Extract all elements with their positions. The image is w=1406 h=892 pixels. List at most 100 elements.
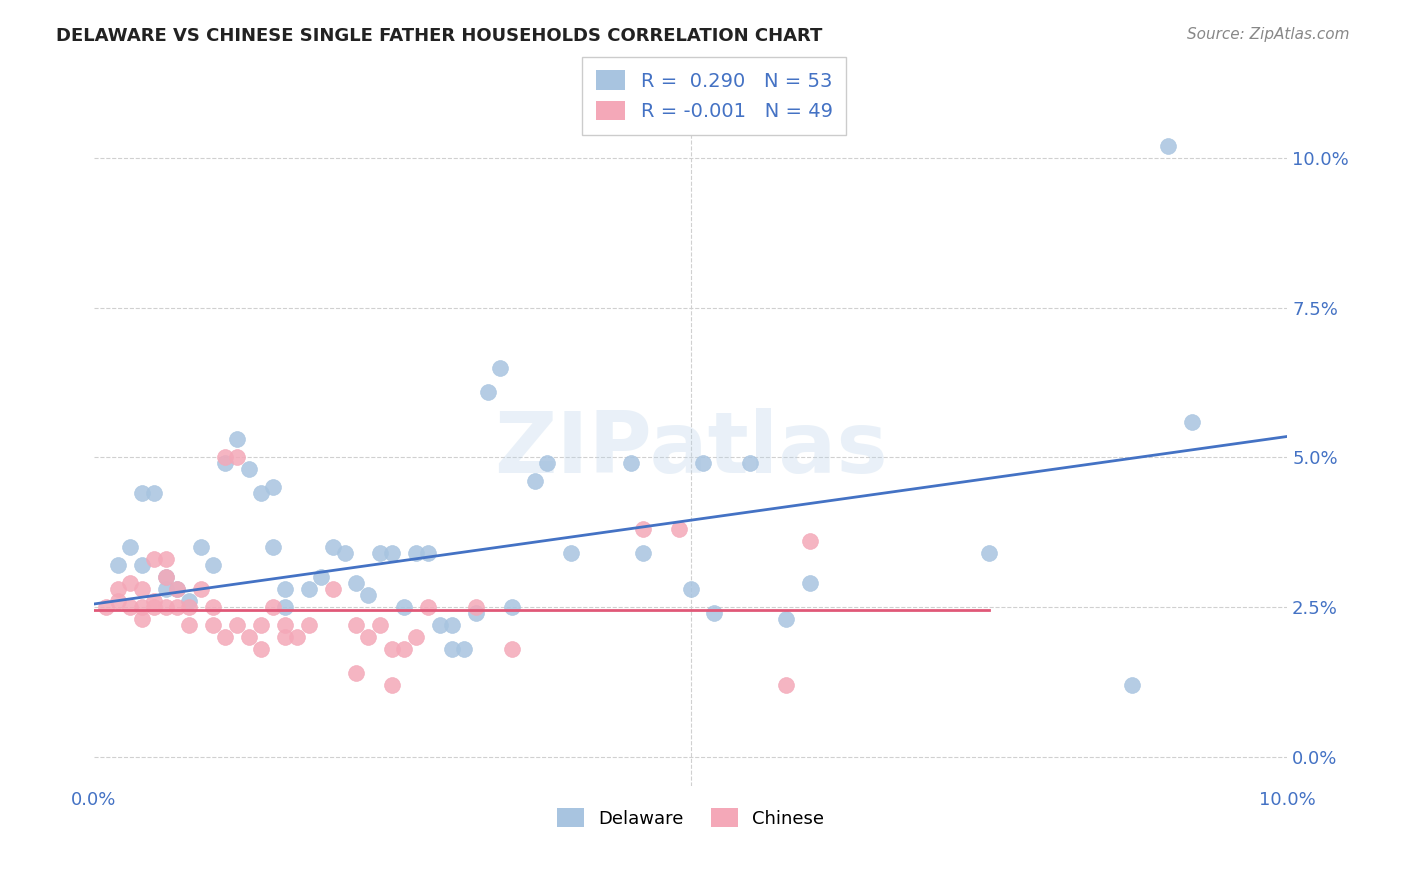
Point xyxy=(250,486,273,500)
Point xyxy=(740,457,762,471)
Point xyxy=(131,599,153,614)
Point xyxy=(799,534,821,549)
Point xyxy=(166,582,188,596)
Point xyxy=(429,618,451,632)
Point xyxy=(501,641,523,656)
Point xyxy=(368,618,391,632)
Point xyxy=(142,552,165,566)
Point xyxy=(262,540,284,554)
Point xyxy=(131,612,153,626)
Point xyxy=(250,618,273,632)
Point xyxy=(131,582,153,596)
Point xyxy=(799,576,821,591)
Point xyxy=(620,457,643,471)
Point xyxy=(775,678,797,692)
Point xyxy=(131,486,153,500)
Text: DELAWARE VS CHINESE SINGLE FATHER HOUSEHOLDS CORRELATION CHART: DELAWARE VS CHINESE SINGLE FATHER HOUSEH… xyxy=(56,27,823,45)
Point xyxy=(333,546,356,560)
Point xyxy=(346,665,368,680)
Point xyxy=(202,618,225,632)
Point xyxy=(1121,678,1143,692)
Point xyxy=(179,599,201,614)
Point xyxy=(392,599,415,614)
Point xyxy=(285,630,308,644)
Point xyxy=(142,486,165,500)
Point xyxy=(381,546,404,560)
Point xyxy=(440,618,463,632)
Point xyxy=(274,582,297,596)
Point xyxy=(118,599,141,614)
Point xyxy=(238,462,260,476)
Point xyxy=(274,599,297,614)
Point xyxy=(405,630,427,644)
Point xyxy=(357,588,380,602)
Point xyxy=(346,576,368,591)
Point xyxy=(668,522,690,536)
Point xyxy=(118,576,141,591)
Point xyxy=(440,641,463,656)
Point xyxy=(155,599,177,614)
Point xyxy=(118,540,141,554)
Point xyxy=(262,599,284,614)
Point xyxy=(703,606,725,620)
Point xyxy=(155,570,177,584)
Point xyxy=(107,558,129,573)
Point xyxy=(560,546,582,560)
Point xyxy=(94,599,117,614)
Text: ZIPatlas: ZIPatlas xyxy=(494,408,887,491)
Point xyxy=(464,606,486,620)
Point xyxy=(238,630,260,644)
Point xyxy=(155,570,177,584)
Point xyxy=(190,540,212,554)
Point xyxy=(692,457,714,471)
Point xyxy=(190,582,212,596)
Text: Source: ZipAtlas.com: Source: ZipAtlas.com xyxy=(1187,27,1350,42)
Point xyxy=(179,594,201,608)
Point xyxy=(166,599,188,614)
Point xyxy=(977,546,1000,560)
Point xyxy=(416,546,439,560)
Point xyxy=(214,450,236,465)
Point xyxy=(226,433,249,447)
Point xyxy=(501,599,523,614)
Point xyxy=(416,599,439,614)
Point xyxy=(775,612,797,626)
Point xyxy=(464,599,486,614)
Point xyxy=(166,582,188,596)
Point xyxy=(631,522,654,536)
Point xyxy=(322,582,344,596)
Point xyxy=(477,384,499,399)
Point xyxy=(274,630,297,644)
Point xyxy=(274,618,297,632)
Point xyxy=(631,546,654,560)
Point xyxy=(368,546,391,560)
Point xyxy=(214,457,236,471)
Point xyxy=(179,618,201,632)
Point xyxy=(392,641,415,656)
Point xyxy=(488,360,510,375)
Point xyxy=(322,540,344,554)
Point xyxy=(142,594,165,608)
Point xyxy=(107,582,129,596)
Point xyxy=(309,570,332,584)
Point xyxy=(202,558,225,573)
Point xyxy=(298,582,321,596)
Point xyxy=(226,618,249,632)
Point xyxy=(381,678,404,692)
Point xyxy=(453,641,475,656)
Point xyxy=(262,480,284,494)
Point xyxy=(524,475,547,489)
Point xyxy=(1157,139,1180,153)
Point xyxy=(346,618,368,632)
Point xyxy=(131,558,153,573)
Legend: Delaware, Chinese: Delaware, Chinese xyxy=(550,801,831,835)
Point xyxy=(142,599,165,614)
Point xyxy=(202,599,225,614)
Point xyxy=(155,552,177,566)
Point xyxy=(107,594,129,608)
Point xyxy=(679,582,702,596)
Point xyxy=(381,641,404,656)
Point xyxy=(405,546,427,560)
Point xyxy=(357,630,380,644)
Point xyxy=(298,618,321,632)
